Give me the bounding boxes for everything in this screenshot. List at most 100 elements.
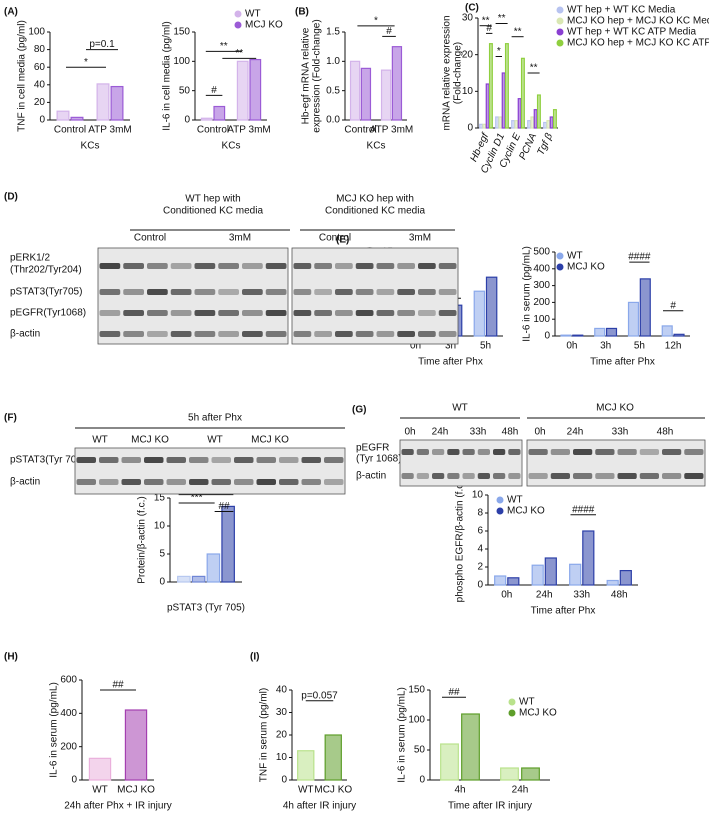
blot-band xyxy=(314,331,332,337)
blot-band xyxy=(617,473,637,479)
bar xyxy=(124,709,148,781)
blot-band xyxy=(662,473,682,479)
blot-band xyxy=(147,263,168,269)
blot-band xyxy=(256,457,276,463)
bar xyxy=(560,334,572,337)
annotation: * xyxy=(84,57,88,68)
y-tick-label: 10 xyxy=(276,752,288,763)
annotation: # xyxy=(386,26,392,37)
lane-label: 0h xyxy=(534,427,545,438)
y-tick-label: 100 xyxy=(28,27,45,38)
blot-band xyxy=(324,479,344,485)
x-tick-label: ATP 3mM xyxy=(88,125,132,136)
lane-label: 33h xyxy=(612,427,629,438)
lane-label: 24h xyxy=(567,427,584,438)
x-tick-label: 0h xyxy=(566,341,577,352)
panel-label: (G) xyxy=(352,405,366,416)
bar xyxy=(324,734,342,781)
y-axis-label: IL-6 in cell media (pg/ml) xyxy=(162,21,173,130)
y-axis-label: TNF in cell media (pg/ml) xyxy=(17,20,28,132)
blot-band xyxy=(595,473,615,479)
y-tick-label: 0 xyxy=(39,115,45,126)
blot-band xyxy=(144,479,164,485)
y-tick-label: 400 xyxy=(60,708,77,719)
y-tick-label: 6 xyxy=(477,526,483,537)
bar xyxy=(533,109,538,129)
bar xyxy=(546,120,551,129)
y-tick-label: 80 xyxy=(34,44,46,55)
blot-band xyxy=(293,310,312,316)
blot-band xyxy=(355,310,374,316)
bar xyxy=(221,505,235,583)
bar xyxy=(461,713,480,781)
blot-band xyxy=(639,449,659,455)
y-tick-label: 2 xyxy=(477,562,483,573)
legend-label: WT hep + WT KC Media xyxy=(567,5,676,16)
blot-band xyxy=(123,263,144,269)
bar xyxy=(536,94,541,129)
blot-band xyxy=(314,289,332,295)
blot-band xyxy=(493,473,506,479)
blot-band xyxy=(595,449,615,455)
blot-header: Conditioned KC media xyxy=(163,206,263,217)
blot-image xyxy=(97,247,289,345)
x-tick-label: 24h xyxy=(536,590,553,601)
blot-band xyxy=(123,289,144,295)
bar xyxy=(531,564,544,586)
annotation: ## xyxy=(448,687,460,698)
blot-band xyxy=(335,310,353,316)
bar xyxy=(56,110,70,121)
x-tick-label: 4h xyxy=(454,785,465,796)
blot-header: 5h after Phx xyxy=(188,413,242,424)
x-axis-label: Time after Phx xyxy=(418,357,483,368)
blot-band xyxy=(477,473,490,479)
bar xyxy=(572,334,584,337)
y-tick-label: 40 xyxy=(34,79,46,90)
blot-band xyxy=(418,263,436,269)
blot-band xyxy=(447,449,460,455)
x-tick-label: 33h xyxy=(573,590,590,601)
blot-band xyxy=(265,331,287,337)
bar xyxy=(639,278,651,337)
blot-band xyxy=(432,473,445,479)
bar xyxy=(213,105,226,121)
blot-band xyxy=(99,263,121,269)
blot-band xyxy=(99,457,119,463)
blot-band xyxy=(550,449,570,455)
blot-band xyxy=(189,479,209,485)
x-tick-label: Control xyxy=(197,125,229,136)
blot-band xyxy=(324,457,344,463)
blot-band xyxy=(397,263,415,269)
blot-band xyxy=(279,457,299,463)
row-label: (Thr202/Tyr204) xyxy=(10,265,82,276)
x-axis-label: Time after Phx xyxy=(531,606,596,617)
blot-band xyxy=(265,289,287,295)
row-label: β-actin xyxy=(10,329,40,340)
bar xyxy=(349,60,361,121)
y-axis-label: (Fold-change) xyxy=(453,42,464,104)
blot-band xyxy=(218,263,239,269)
blot-band xyxy=(99,331,121,337)
blot-band xyxy=(99,310,121,316)
bar xyxy=(494,575,507,586)
x-axis-label: KCs xyxy=(367,141,386,152)
annotation: #### xyxy=(628,252,651,263)
blot-band xyxy=(397,331,415,337)
blot-band xyxy=(76,457,96,463)
lane-label: WT xyxy=(207,435,223,446)
bar xyxy=(514,120,519,129)
blot-band xyxy=(121,457,141,463)
blot-band xyxy=(123,331,144,337)
y-tick-label: 10 xyxy=(154,521,166,532)
blot-band xyxy=(189,457,209,463)
blot-band xyxy=(508,473,521,479)
legend-marker xyxy=(496,496,504,504)
annotation: * xyxy=(497,46,501,57)
blot-band xyxy=(335,263,353,269)
blot-band xyxy=(462,449,475,455)
blot-band xyxy=(573,473,593,479)
legend-label: MCJ KO xyxy=(567,262,605,273)
annotation: # xyxy=(211,85,217,96)
blot-band xyxy=(528,449,548,455)
annotation: ** xyxy=(530,63,538,74)
